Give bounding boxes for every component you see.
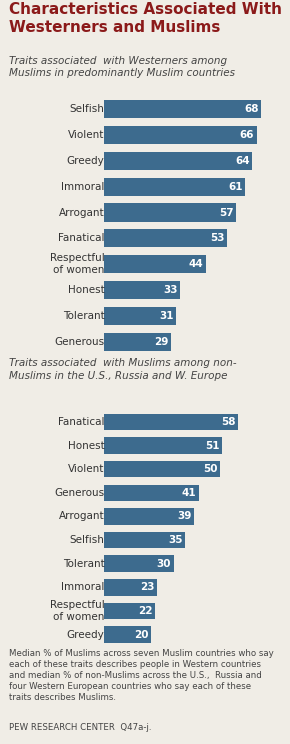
- Text: Generous: Generous: [54, 488, 104, 498]
- Text: Honest: Honest: [68, 440, 104, 451]
- Text: Immoral: Immoral: [61, 182, 104, 192]
- Text: Respectful
of women: Respectful of women: [50, 600, 104, 622]
- Bar: [104, 255, 206, 273]
- Bar: [104, 203, 236, 222]
- Text: 20: 20: [134, 629, 148, 640]
- Text: Violent: Violent: [68, 130, 104, 140]
- Text: Traits associated  with Muslims among non-
Muslims in the U.S., Russia and W. Eu: Traits associated with Muslims among non…: [9, 358, 236, 380]
- Bar: [104, 461, 220, 478]
- Text: 51: 51: [205, 440, 220, 451]
- Bar: [104, 281, 180, 299]
- Bar: [104, 229, 226, 247]
- Bar: [104, 307, 176, 325]
- Bar: [104, 126, 257, 144]
- Text: Tolerant: Tolerant: [63, 559, 104, 568]
- Text: 33: 33: [164, 285, 178, 295]
- Bar: [104, 579, 157, 596]
- Text: Honest: Honest: [68, 285, 104, 295]
- Text: 44: 44: [189, 259, 204, 269]
- Text: Traits associated  with Westerners among
Muslims in predominantly Muslim countri: Traits associated with Westerners among …: [9, 56, 235, 78]
- Text: Fanatical: Fanatical: [58, 234, 104, 243]
- Text: Median % of Muslims across seven Muslim countries who say
each of these traits d: Median % of Muslims across seven Muslim …: [9, 649, 273, 702]
- Text: 66: 66: [240, 130, 254, 140]
- Text: 30: 30: [157, 559, 171, 568]
- Text: 61: 61: [228, 182, 243, 192]
- Text: Greedy: Greedy: [67, 629, 104, 640]
- Text: 35: 35: [168, 535, 183, 545]
- Bar: [104, 333, 171, 350]
- Text: 41: 41: [182, 488, 197, 498]
- Text: Greedy: Greedy: [67, 156, 104, 166]
- Bar: [104, 414, 238, 430]
- Text: 53: 53: [210, 234, 224, 243]
- Text: 29: 29: [155, 336, 169, 347]
- Bar: [104, 626, 151, 643]
- Text: Fanatical: Fanatical: [58, 417, 104, 427]
- Text: Generous: Generous: [54, 336, 104, 347]
- Text: 50: 50: [203, 464, 217, 474]
- Text: 23: 23: [141, 583, 155, 592]
- Bar: [104, 484, 199, 501]
- Text: 39: 39: [177, 511, 192, 522]
- Bar: [104, 178, 245, 196]
- Text: 57: 57: [219, 208, 233, 217]
- Text: 22: 22: [138, 606, 153, 616]
- Text: 58: 58: [221, 417, 236, 427]
- Text: Violent: Violent: [68, 464, 104, 474]
- Text: 64: 64: [235, 156, 250, 166]
- Text: Characteristics Associated With
Westerners and Muslims: Characteristics Associated With Westerne…: [9, 2, 282, 35]
- Text: PEW RESEARCH CENTER  Q47a-j.: PEW RESEARCH CENTER Q47a-j.: [9, 723, 151, 732]
- Bar: [104, 603, 155, 619]
- Text: Selfish: Selfish: [70, 535, 104, 545]
- Text: Tolerant: Tolerant: [63, 311, 104, 321]
- Bar: [104, 532, 185, 548]
- Text: Selfish: Selfish: [70, 104, 104, 115]
- Text: Respectful
of women: Respectful of women: [50, 254, 104, 275]
- Bar: [104, 437, 222, 454]
- Text: Arrogant: Arrogant: [59, 511, 104, 522]
- Text: Arrogant: Arrogant: [59, 208, 104, 217]
- Bar: [104, 508, 194, 525]
- Text: Immoral: Immoral: [61, 583, 104, 592]
- Bar: [104, 100, 261, 118]
- Bar: [104, 556, 173, 572]
- Text: 68: 68: [244, 104, 259, 115]
- Bar: [104, 152, 252, 170]
- Text: 31: 31: [159, 311, 173, 321]
